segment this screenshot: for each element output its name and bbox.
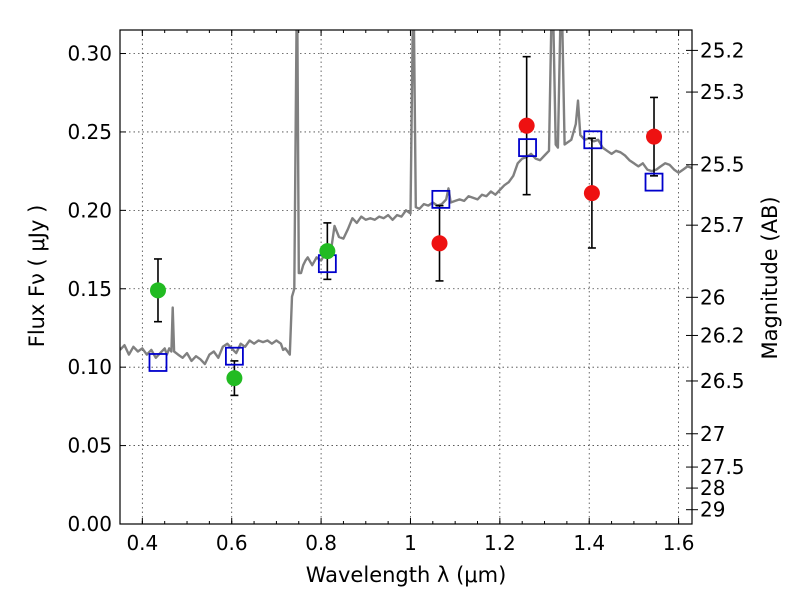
y-tick-label: 0.10 <box>67 355 112 379</box>
red-data-point <box>646 128 663 145</box>
grid-layer <box>120 30 692 525</box>
mag-tick-label: 26 <box>700 285 725 309</box>
y-axis-label: Flux Fν ( μJy ) <box>25 205 49 348</box>
x-tick-label: 0.4 <box>126 531 158 555</box>
model-photometry-square <box>148 353 168 372</box>
y-axis-right-label: Magnitude (AB) <box>758 196 782 359</box>
y-tick-label: 0.00 <box>67 512 112 536</box>
model-photometry-square <box>431 189 451 209</box>
mag-tick-label: 27 <box>700 422 725 446</box>
model-spectrum-line <box>120 30 692 366</box>
red-data-point <box>583 185 600 202</box>
x-tick-label: 0.6 <box>216 531 248 555</box>
mag-tick-label: 25.3 <box>700 80 745 104</box>
model-photometry-square <box>224 346 244 366</box>
mag-tick-label: 26.5 <box>700 369 745 393</box>
green-data-point <box>226 370 243 387</box>
mag-tick-label: 25.2 <box>700 38 745 62</box>
green-data-point <box>149 282 166 299</box>
model-photometry-square <box>518 138 537 158</box>
x-tick-label: 1 <box>404 531 417 555</box>
red-data-point <box>431 235 448 252</box>
y-tick-label: 0.20 <box>67 198 112 222</box>
mag-tick-label: 25.5 <box>700 153 745 177</box>
plot-frame <box>119 29 693 525</box>
spectrum-layer <box>120 30 692 366</box>
model-photometry-square <box>583 130 603 150</box>
x-axis-label: Wavelength λ (μm) <box>306 563 507 587</box>
y-tick-label: 0.05 <box>67 434 112 458</box>
mag-tick-label: 29 <box>700 498 725 522</box>
axes-layer <box>119 29 693 525</box>
model-photometry-square <box>644 172 664 192</box>
green-data-point <box>319 243 336 260</box>
mag-tick-label: 26.2 <box>700 323 745 347</box>
mag-tick-label: 25.7 <box>700 213 745 237</box>
mag-tick-label: 27.5 <box>700 455 745 479</box>
red-data-point <box>518 117 535 134</box>
x-tick-label: 1.4 <box>573 531 605 555</box>
x-tick-label: 1.2 <box>484 531 516 555</box>
y-tick-label: 0.25 <box>67 120 112 144</box>
y-tick-label: 0.30 <box>67 42 112 66</box>
mag-tick-label: 28 <box>700 476 725 500</box>
points-layer <box>148 55 664 397</box>
x-tick-label: 1.6 <box>663 531 695 555</box>
y-tick-label: 0.15 <box>67 277 112 301</box>
ticks-layer: 0.4 0.6 0.8 1 1.2 1.4 1.6 0.00 0.05 0.10 0.15 0.20 0… <box>67 30 745 555</box>
x-tick-label: 0.8 <box>305 531 337 555</box>
